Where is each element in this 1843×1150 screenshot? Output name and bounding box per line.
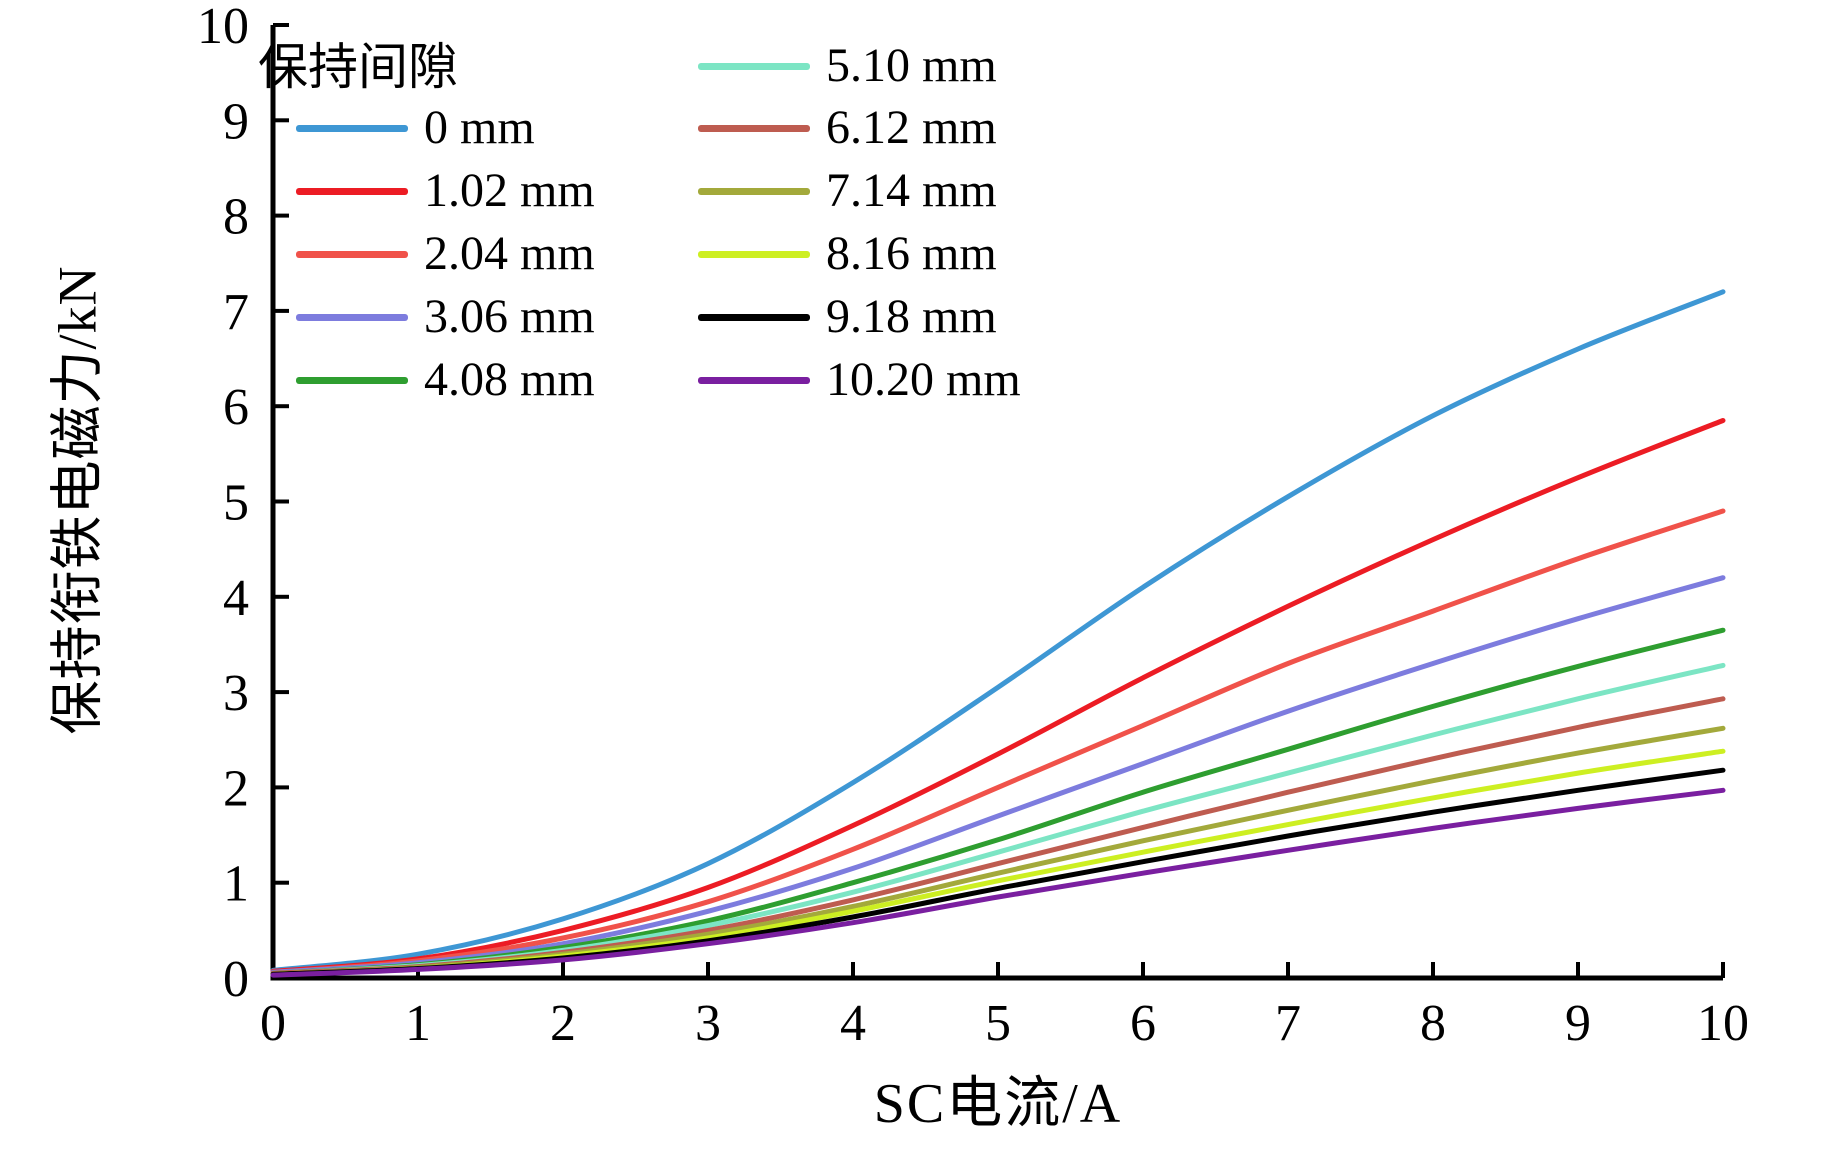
x-tick-label: 4 (840, 995, 866, 1052)
legend-label: 9.18 mm (826, 290, 997, 343)
y-tick-label: 1 (223, 856, 249, 913)
y-tick-label: 3 (223, 665, 249, 722)
series-line-10-20-mm (270, 787, 1726, 978)
legend-swatch (296, 251, 408, 258)
legend-swatch (698, 314, 810, 321)
y-tick-label: 10 (197, 0, 249, 55)
legend-label: 8.16 mm (826, 227, 997, 280)
legend-label: 1.02 mm (424, 164, 595, 217)
legend-item: 6.12 mm (698, 99, 1258, 157)
series-line-2-04-mm (270, 508, 1726, 975)
y-tick-label: 8 (223, 189, 249, 246)
x-tick-label: 10 (1697, 995, 1749, 1052)
x-tick-label: 8 (1420, 995, 1446, 1052)
legend-swatch (296, 188, 408, 195)
legend-item: 10.20 mm (698, 351, 1258, 409)
legend-swatch (296, 314, 408, 321)
legend-label: 0 mm (424, 101, 535, 154)
legend-swatch (296, 377, 408, 384)
legend-item: 5.10 mm (698, 37, 1258, 95)
y-tick-label: 5 (223, 475, 249, 532)
x-tick-label: 9 (1565, 995, 1591, 1052)
y-tick-label: 6 (223, 379, 249, 436)
legend-swatch (698, 188, 810, 195)
y-tick-label: 9 (223, 93, 249, 150)
legend-item: 8.16 mm (698, 225, 1258, 283)
series-line-6-12-mm (270, 696, 1726, 976)
y-tick-label: 2 (223, 760, 249, 817)
x-axis-label: SC电流/A (873, 1073, 1123, 1135)
legend-label: 5.10 mm (826, 39, 997, 92)
legend-item: 9.18 mm (698, 288, 1258, 346)
y-tick-label: 4 (223, 570, 249, 627)
series-line-3-06-mm (270, 575, 1726, 975)
y-tick-label: 0 (223, 951, 249, 1008)
legend-label: 2.04 mm (424, 227, 595, 280)
legend-item: 2.04 mm (296, 225, 856, 283)
x-tick-label: 5 (985, 995, 1011, 1052)
legend-item: 0 mm (296, 99, 856, 157)
series-line-0-mm (270, 289, 1726, 973)
legend: 保持间隙 0 mm 1.02 mm 2.04 mm 3.06 mm 4.08 m… (258, 30, 1298, 450)
x-tick-label: 7 (1275, 995, 1301, 1052)
x-tick-label: 2 (550, 995, 576, 1052)
legend-label: 7.14 mm (826, 164, 997, 217)
x-tick-label: 6 (1130, 995, 1156, 1052)
legend-label: 3.06 mm (424, 290, 595, 343)
legend-item: 7.14 mm (698, 162, 1258, 220)
y-axis-label: 保持衔铁电磁力/kN (47, 265, 108, 735)
x-tick-label: 0 (260, 995, 286, 1052)
series-line-1-02-mm (270, 418, 1726, 974)
legend-item: 1.02 mm (296, 162, 856, 220)
y-tick-label: 7 (223, 284, 249, 341)
legend-item: 3.06 mm (296, 288, 856, 346)
legend-swatch (698, 63, 810, 70)
legend-swatch (296, 125, 408, 132)
legend-title: 保持间隙 (258, 39, 458, 95)
axes: 0 1 2 3 4 5 6 7 8 9 10 0 1 2 3 4 5 6 7 8 9 10 (197, 0, 1749, 1052)
x-tick-label: 3 (695, 995, 721, 1052)
legend-swatch (698, 251, 810, 258)
legend-item: 4.08 mm (296, 351, 856, 409)
legend-swatch (698, 377, 810, 384)
legend-label: 10.20 mm (826, 353, 1021, 406)
legend-label: 4.08 mm (424, 353, 595, 406)
legend-label: 6.12 mm (826, 101, 997, 154)
x-tick-label: 1 (405, 995, 431, 1052)
legend-swatch (698, 125, 810, 132)
series-lines (270, 289, 1726, 978)
